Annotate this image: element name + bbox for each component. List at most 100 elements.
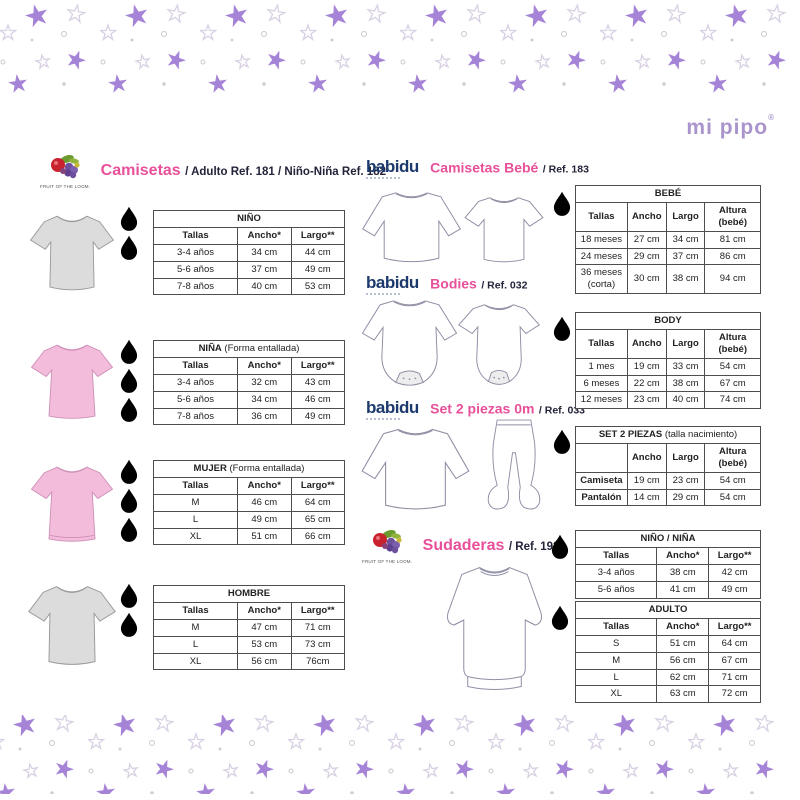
section-header-camisetas-bebe: babidu Camisetas Bebé / Ref. 183 [366, 158, 589, 179]
table-cell: 5-6 años [152, 390, 239, 409]
column-header: Tallas [152, 356, 239, 375]
table-cell: XL [574, 685, 658, 704]
wash-droplets-nino [118, 205, 140, 261]
table-cell: Pantalón [575, 488, 628, 507]
table-cell: 33 cm [665, 357, 706, 376]
table-title: NIÑA (Forma entallada) [153, 340, 345, 358]
column-header: Ancho* [237, 226, 292, 245]
star-border-bottom [0, 715, 788, 794]
column-header: Altura (bebé) [704, 328, 761, 359]
table-title: NIÑO [153, 210, 345, 228]
table-cell: 7-8 años [152, 277, 239, 296]
table-cell: 29 cm [665, 488, 706, 507]
column-header: Largo** [708, 546, 761, 565]
table-cell: 72 cm [708, 685, 761, 704]
droplet-icon [118, 367, 140, 394]
droplet-icon [551, 428, 573, 455]
table-cell: 94 cm [704, 264, 761, 295]
column-header: Largo [665, 328, 706, 359]
table-cell: 65 cm [290, 510, 345, 529]
table-cell: 36 cm [237, 407, 292, 426]
babidu-logo: babidu [366, 158, 419, 179]
wash-droplet-adulto [549, 604, 571, 631]
set-pants-illustration [478, 415, 550, 525]
droplet-icon [118, 396, 140, 423]
table-title: NIÑO / NIÑA [575, 530, 761, 548]
table-cell: 41 cm [656, 580, 710, 599]
size-table-set: SET 2 PIEZAS (talla nacimiento) Ancho Larg… [575, 426, 761, 507]
table-cell: 34 cm [665, 230, 706, 249]
size-table-nino-nina: NIÑO / NIÑA Tallas Ancho* Largo** 3-4 años 38… [574, 530, 761, 599]
section-header-bodies: babidu Bodies / Ref. 032 [366, 274, 527, 295]
section-ref: / Adulto Ref. 181 / Niño-Niña Ref. 182 [185, 166, 386, 179]
column-header: Ancho* [656, 617, 710, 636]
column-header: Ancho* [237, 476, 292, 495]
column-header: Ancho [626, 328, 667, 359]
table-cell: 54 cm [704, 357, 761, 376]
size-table: BODY Tallas Ancho Largo Altura (bebé) 1 mes 19… [575, 312, 761, 410]
table-cell: 64 cm [290, 493, 345, 512]
column-header: Largo** [290, 356, 345, 375]
registered-mark: ® [768, 113, 775, 122]
column-header [575, 442, 628, 473]
table-title: HOMBRE [153, 585, 345, 603]
table-cell: 67 cm [704, 374, 761, 393]
table-cell: 40 cm [665, 391, 706, 410]
size-table-nino: NIÑO Tallas Ancho* Largo** 3-4 años 34 cm 44 c… [152, 210, 345, 296]
column-header: Ancho* [237, 601, 292, 620]
table-cell: 23 cm [626, 391, 667, 410]
droplet-icon [118, 234, 140, 261]
table-cell: 38 cm [665, 264, 706, 295]
size-table: NIÑA (Forma entallada) Tallas Ancho* Largo*… [152, 340, 345, 426]
table-cell: 71 cm [708, 668, 761, 687]
column-header: Largo** [290, 601, 345, 620]
baby-shirt-shortsleeve-illustration [460, 193, 548, 267]
table-cell: 3-4 años [152, 243, 239, 262]
table-cell: 56 cm [656, 651, 710, 670]
wash-droplet-nino-nina [549, 533, 571, 560]
section-ref: / Ref. 033 [538, 404, 586, 417]
droplet-icon [549, 604, 571, 631]
column-header: Altura (bebé) [704, 201, 761, 232]
body-shortsleeve-illustration [452, 300, 546, 392]
droplet-icon [118, 582, 140, 609]
section-ref: / Ref. 183 [542, 163, 589, 176]
table-cell: L [152, 635, 239, 654]
column-header: Altura (bebé) [704, 442, 761, 473]
droplet-icon [118, 458, 140, 485]
column-header: Tallas [152, 601, 239, 620]
table-cell: 12 meses [575, 391, 628, 410]
droplet-icon [118, 611, 140, 638]
table-cell: 1 mes [575, 357, 628, 376]
droplet-icon [118, 205, 140, 232]
table-cell: 51 cm [656, 634, 710, 653]
section-title: Bodies [430, 275, 477, 292]
table-cell: 5-6 años [574, 580, 658, 599]
column-header: Largo [665, 442, 706, 473]
size-table: NIÑO Tallas Ancho* Largo** 3-4 años 34 cm 44 c… [152, 210, 345, 296]
table-cell: 19 cm [626, 471, 667, 490]
table-cell: 3-4 años [152, 373, 239, 392]
section-title: Sudaderas [422, 537, 505, 555]
table-cell: 53 cm [237, 635, 292, 654]
table-cell: 62 cm [656, 668, 710, 687]
babidu-logo: babidu [366, 399, 419, 420]
size-table-body: BODY Tallas Ancho Largo Altura (bebé) 1 mes 19… [575, 312, 761, 410]
table-title: BEBÉ [575, 185, 761, 203]
column-header: Largo** [290, 226, 345, 245]
sweatshirt-illustration [438, 560, 552, 702]
table-cell: 6 meses [575, 374, 628, 393]
column-header: Ancho* [237, 356, 292, 375]
table-cell: 19 cm [626, 357, 667, 376]
column-header: Tallas [152, 226, 239, 245]
table-cell: 3-4 años [574, 563, 658, 582]
table-cell: 66 cm [290, 527, 345, 546]
table-cell: 18 meses [575, 230, 628, 249]
column-header: Ancho [626, 201, 667, 232]
table-cell: 63 cm [656, 685, 710, 704]
table-cell: 54 cm [704, 488, 761, 507]
section-title: Camisetas [100, 162, 181, 180]
table-cell: 67 cm [708, 651, 761, 670]
size-table: ADULTO Tallas Ancho* Largo** S 51 cm 64 cm M 56 … [574, 601, 761, 704]
table-cell: 24 meses [575, 247, 628, 266]
